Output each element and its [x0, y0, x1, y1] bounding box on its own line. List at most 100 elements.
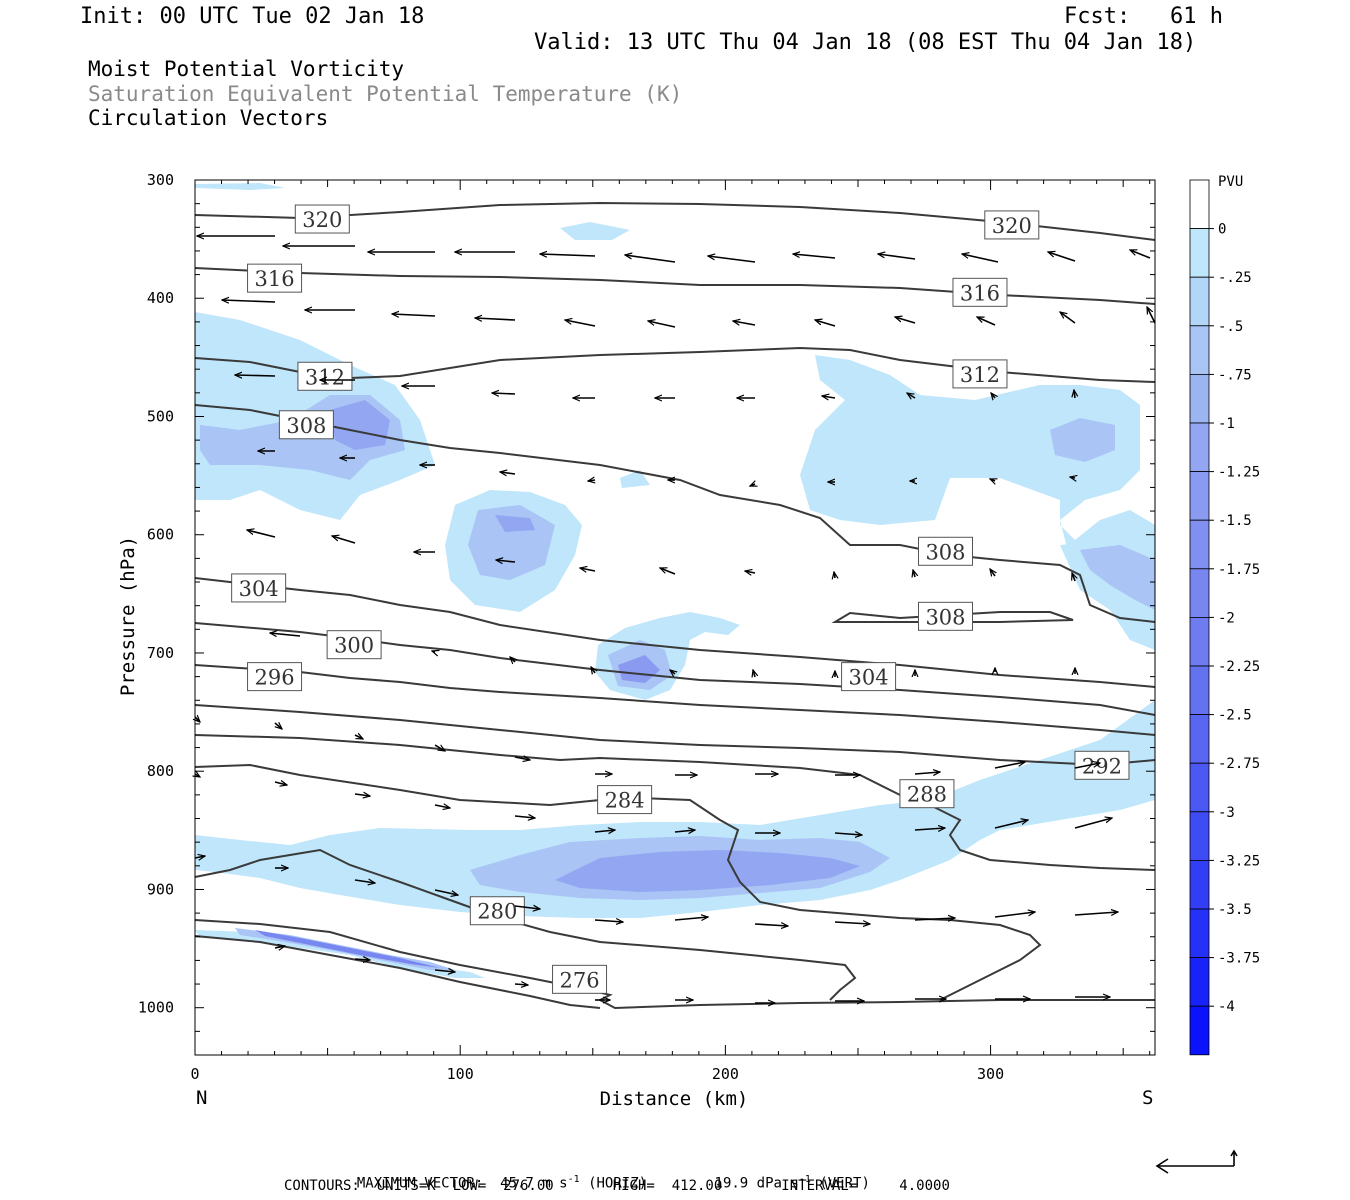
circulation-vector [674, 830, 695, 832]
contour-label-box [952, 359, 1008, 389]
colorbar-swatch [1189, 617, 1210, 667]
circulation-vector [878, 254, 916, 260]
x-tick-label: 200 [712, 1065, 739, 1083]
colorbar-tick-label: -2 [1218, 610, 1235, 626]
circulation-vector [434, 744, 445, 751]
y-tick-label: 700 [147, 644, 174, 662]
circulation-vector [1074, 912, 1118, 915]
contour-label-text: 316 [255, 267, 295, 291]
contour-label-text: 320 [992, 214, 1032, 238]
contour-label: 284 [597, 785, 653, 815]
circulation-vector [594, 920, 623, 922]
circulation-vector [195, 717, 200, 722]
contour-label-text: 276 [559, 968, 599, 992]
forecast-hour: Fcst: 61 h [1064, 4, 1223, 29]
colorbar-swatch [1189, 1005, 1210, 1056]
circulation-vector [990, 479, 995, 481]
circulation-vector [496, 560, 516, 562]
circulation-vector [1074, 390, 1075, 399]
colorbar-swatch [1189, 762, 1210, 813]
circulation-vector [392, 314, 436, 316]
contour-label-box [294, 204, 350, 234]
contour-label: 320 [294, 204, 350, 234]
contour-label-box [278, 410, 334, 440]
circulation-vector [994, 820, 1028, 829]
colorbar-tick-label: -2.75 [1218, 756, 1260, 772]
colorbar-tick-label: -1.75 [1218, 562, 1260, 578]
circulation-vector [1074, 763, 1100, 769]
circulation-vector [274, 782, 287, 785]
contour-label-box [597, 785, 653, 815]
contour-label: 304 [841, 662, 897, 692]
colorbar-tick-label: -.25 [1218, 270, 1252, 286]
circulation-vector [1048, 252, 1076, 262]
colorbar-tick-label: -1.5 [1218, 513, 1252, 529]
contour-label-text: 312 [305, 365, 345, 389]
circulation-vectors [195, 236, 1156, 1003]
contour-label-text: 300 [334, 634, 374, 658]
circulation-vector [1074, 818, 1112, 829]
x-end-label-south: S [1142, 1087, 1153, 1109]
circulation-vector [745, 571, 756, 573]
circulation-vector [270, 633, 301, 636]
colorbar-swatch [1189, 373, 1210, 424]
circulation-vector [1060, 312, 1076, 324]
circulation-vector [354, 735, 363, 740]
colorbar-tick-label: -1.25 [1218, 465, 1260, 481]
colorbar-tick-label: -2.5 [1218, 708, 1252, 724]
circulation-vector [540, 254, 596, 256]
contour-label: 316 [247, 263, 303, 293]
colorbar-tick-label: -3.25 [1218, 853, 1260, 869]
circulation-vector [594, 830, 615, 832]
colorbar-tick-label: -1 [1218, 416, 1235, 432]
circulation-vector [475, 318, 516, 320]
colorbar-swatch [1189, 325, 1210, 375]
circulation-vector [895, 317, 916, 324]
contour-label: 316 [952, 277, 1008, 307]
circulation-vector [247, 530, 276, 538]
y-tick-label: 400 [147, 289, 174, 307]
colorbar-swatch [1189, 714, 1210, 764]
circulation-vector [907, 393, 916, 398]
reference-vector [1155, 1149, 1238, 1174]
contour-label-text: 292 [1082, 754, 1122, 778]
circulation-vector [648, 321, 676, 328]
contour-label-box [552, 964, 608, 994]
circulation-vector [591, 667, 595, 673]
contour-label: 308 [917, 536, 973, 566]
colorbar-swatch [1189, 519, 1210, 570]
contour-label-box [917, 536, 973, 566]
circulation-vector [1070, 477, 1075, 478]
contour-label-box [841, 662, 897, 692]
circulation-vector [354, 794, 370, 796]
title-vectors: Circulation Vectors [88, 106, 329, 130]
y-tick-label: 500 [147, 407, 174, 425]
colorbar-swatch [1189, 228, 1210, 278]
circulation-vector [434, 889, 458, 895]
contour-label: 312 [952, 359, 1008, 389]
circulation-vector [434, 970, 455, 972]
contour-label: 320 [984, 210, 1040, 240]
contour-label-text: 304 [239, 577, 279, 601]
colorbar-tick-label: 0 [1218, 222, 1226, 238]
colorbar-swatch [1189, 422, 1210, 472]
contour-label-box [247, 662, 303, 692]
contour-label-box [899, 779, 955, 809]
circulation-vector [733, 321, 756, 326]
circulation-vector [914, 828, 945, 830]
circulation-vector [222, 300, 276, 302]
y-tick-label: 600 [147, 526, 174, 544]
contour-label-box [952, 277, 1008, 307]
circulation-vector [1146, 307, 1156, 324]
pv-colorbar: 0 -.25 -.5 -.75 -1 -1.25 -1.5 -1.75 -2 -2.25 -2.5 -… [1189, 179, 1260, 1056]
axis-labels: 300 400 500 600 700 800 900 1000 0 100 200 300 [138, 171, 1004, 1083]
circulation-vector [914, 918, 955, 920]
circulation-vector [793, 254, 836, 259]
colorbar-tick-label: -.75 [1218, 367, 1252, 383]
circulation-vector [514, 984, 528, 985]
circulation-vector [274, 723, 282, 729]
contour-label: 308 [278, 410, 334, 440]
contour-label-text: 304 [849, 666, 889, 690]
contour-label-box [297, 361, 353, 391]
